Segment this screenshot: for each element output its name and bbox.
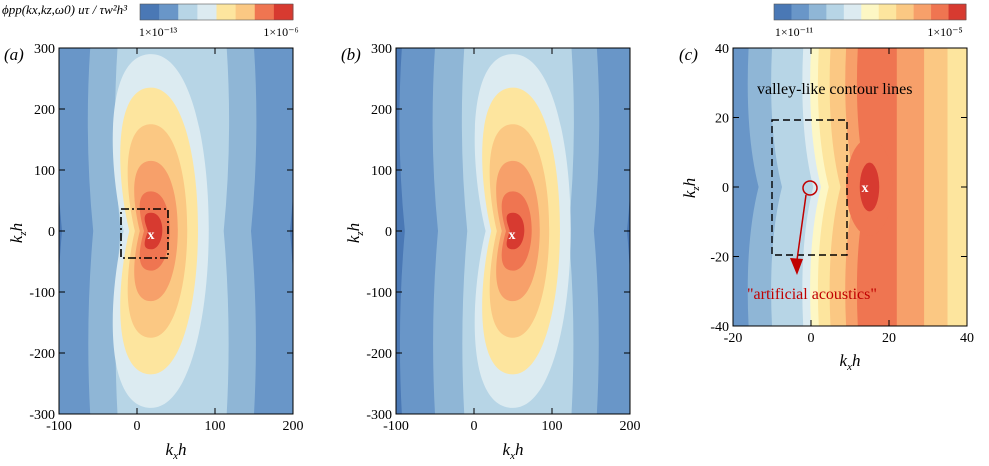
y-tick-label: 0 xyxy=(48,225,55,240)
panel-a-heatmap xyxy=(59,48,293,414)
colorbar-1: ϕpp(kx,kz,ω0) uτ / τw²h³ 1×10⁻¹³ 1×10⁻⁶ xyxy=(2,2,299,39)
colorbar-2: 1×10⁻¹¹ 1×10⁻⁵ xyxy=(773,3,967,39)
y-tick-label: -200 xyxy=(29,347,55,362)
panel-c-label: (c) xyxy=(679,45,698,64)
colorbar-2-cell xyxy=(931,4,950,20)
y-tick-label: -200 xyxy=(366,347,392,362)
y-tick-label: 200 xyxy=(371,103,392,118)
colorbar-1-outline xyxy=(139,3,294,21)
y-tick-label: 300 xyxy=(34,42,55,57)
colorbar-1-max-label: 1×10⁻⁶ xyxy=(263,25,298,39)
panel-c-heatmap xyxy=(733,48,967,326)
colorbar-2-cell xyxy=(774,4,792,20)
colorbar-2-cell xyxy=(826,4,845,20)
panel-b-ticks: -100 0 100 200 300 200 100 0 -100 -200 -300 xyxy=(366,42,640,434)
colorbar-2-cell xyxy=(878,4,897,20)
colorbar-1-cells xyxy=(139,3,294,21)
colorbar-1-title: ϕpp(kx,kz,ω0) uτ / τw²h³ xyxy=(2,2,128,17)
y-tick-label: 100 xyxy=(34,164,55,179)
panel-c-xlabel: kxh xyxy=(840,351,861,373)
panel-a-dashdot-box xyxy=(120,208,169,259)
y-tick-label: -300 xyxy=(29,408,55,423)
y-tick-label: 0 xyxy=(722,181,729,196)
colorbar-2-cell xyxy=(861,4,880,20)
colorbar-2-outline xyxy=(773,3,967,21)
colorbar-2-cells xyxy=(773,3,967,21)
y-tick-label: 300 xyxy=(371,42,392,57)
contour-blob xyxy=(144,212,163,250)
contour-blob xyxy=(859,162,880,212)
colorbar-2-cell xyxy=(913,4,932,20)
colorbar-2-cell xyxy=(808,4,827,20)
y-tick-label: 20 xyxy=(715,112,729,127)
panel-a-label: (a) xyxy=(4,45,24,64)
colorbar-1-cell xyxy=(159,4,179,20)
colorbar-1-cell xyxy=(235,4,256,20)
panel-b-peak-marker: x xyxy=(509,228,516,243)
panel-a-xlabel: kxh xyxy=(166,440,187,462)
panel-b-xlabel: kxh xyxy=(503,440,524,462)
colorbar-1-cell xyxy=(254,4,275,20)
y-tick-label: 0 xyxy=(385,225,392,240)
colorbar-1-min-label: 1×10⁻¹³ xyxy=(139,25,178,39)
panel-b-heatmap xyxy=(396,48,630,414)
x-tick-label: 200 xyxy=(283,419,304,434)
colorbar-1-cell xyxy=(273,4,294,20)
artificial-annotation: "artificial acoustics" xyxy=(747,286,877,303)
panel-c-peak-marker: x xyxy=(862,181,869,196)
panel-a-ticks: -100 0 100 200 300 200 100 0 -100 -200 -300 xyxy=(29,42,303,434)
colorbar-1-cell xyxy=(178,4,198,20)
valley-annotation: valley-like contour lines xyxy=(757,81,913,98)
y-tick-label: 200 xyxy=(34,103,55,118)
colorbar-2-cell xyxy=(843,4,862,20)
panel-c-dashed-box xyxy=(771,119,848,256)
x-tick-label: 0 xyxy=(808,331,815,346)
colorbar-1-cell xyxy=(197,4,217,20)
panel-a-ylabel: kzh xyxy=(7,223,29,243)
y-tick-label: -40 xyxy=(710,320,729,335)
panel-c-circle-marker xyxy=(802,180,818,196)
y-tick-label: -100 xyxy=(29,286,55,301)
y-tick-label: -100 xyxy=(366,286,392,301)
colorbar-2-cell xyxy=(896,4,915,20)
panel-c-ylabel: kzh xyxy=(680,178,702,198)
panel-a-peak-marker: x xyxy=(148,228,155,243)
colorbar-2-min-label: 1×10⁻¹¹ xyxy=(775,25,814,39)
panel-b-label: (b) xyxy=(341,45,361,64)
x-tick-label: 100 xyxy=(542,419,563,434)
x-tick-label: -20 xyxy=(724,331,743,346)
x-tick-label: -100 xyxy=(383,419,409,434)
y-tick-label: 40 xyxy=(715,42,729,57)
x-tick-label: 0 xyxy=(471,419,478,434)
colorbar-1-cell xyxy=(140,4,160,20)
x-tick-label: 0 xyxy=(134,419,141,434)
y-tick-label: 100 xyxy=(371,164,392,179)
x-tick-label: 100 xyxy=(205,419,226,434)
panel-b-ylabel: kzh xyxy=(344,223,366,243)
x-tick-label: 200 xyxy=(620,419,641,434)
x-tick-label: -100 xyxy=(46,419,72,434)
colorbar-2-cell xyxy=(948,4,967,20)
colorbar-2-cell xyxy=(791,4,810,20)
colorbar-2-max-label: 1×10⁻⁵ xyxy=(927,25,962,39)
artificial-arrow-head xyxy=(790,258,803,275)
y-tick-label: -20 xyxy=(710,251,729,266)
x-tick-label: 20 xyxy=(882,331,896,346)
colorbar-1-cell xyxy=(216,4,237,20)
artificial-arrow-shaft xyxy=(796,194,807,261)
y-tick-label: -300 xyxy=(366,408,392,423)
contour-blob xyxy=(506,212,525,250)
x-tick-label: 40 xyxy=(960,331,974,346)
